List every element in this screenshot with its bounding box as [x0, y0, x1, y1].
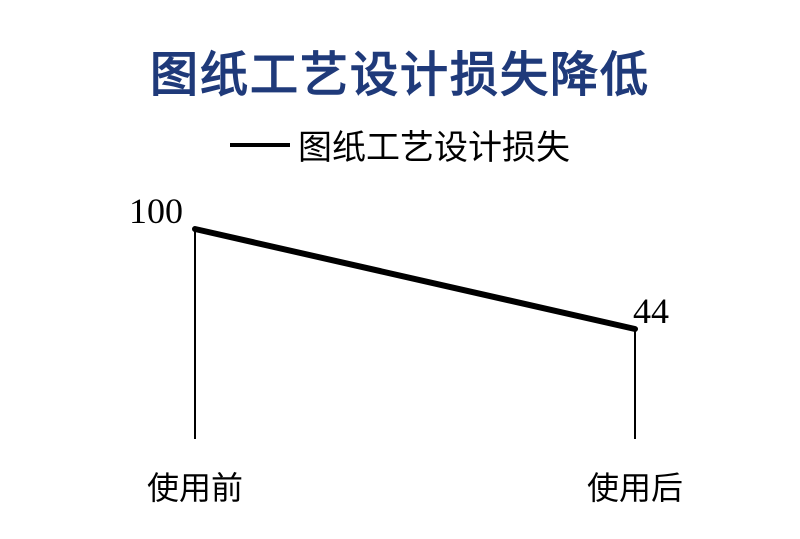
category-label: 使用前: [147, 470, 243, 506]
chart-plot-area: 100 使用前 44 使用后: [20, 189, 780, 529]
chart-container: 图纸工艺设计损失降低 图纸工艺设计损失 100 使用前 44 使用后: [0, 0, 800, 539]
legend-line-icon: [230, 143, 290, 147]
chart-line: [195, 229, 635, 329]
value-label: 100: [129, 191, 183, 231]
chart-svg: 100 使用前 44 使用后: [20, 189, 780, 529]
chart-legend: 图纸工艺设计损失: [20, 120, 780, 169]
chart-title: 图纸工艺设计损失降低: [20, 35, 780, 105]
category-label: 使用后: [587, 470, 683, 506]
legend-label: 图纸工艺设计损失: [298, 120, 570, 169]
value-label: 44: [633, 291, 669, 331]
